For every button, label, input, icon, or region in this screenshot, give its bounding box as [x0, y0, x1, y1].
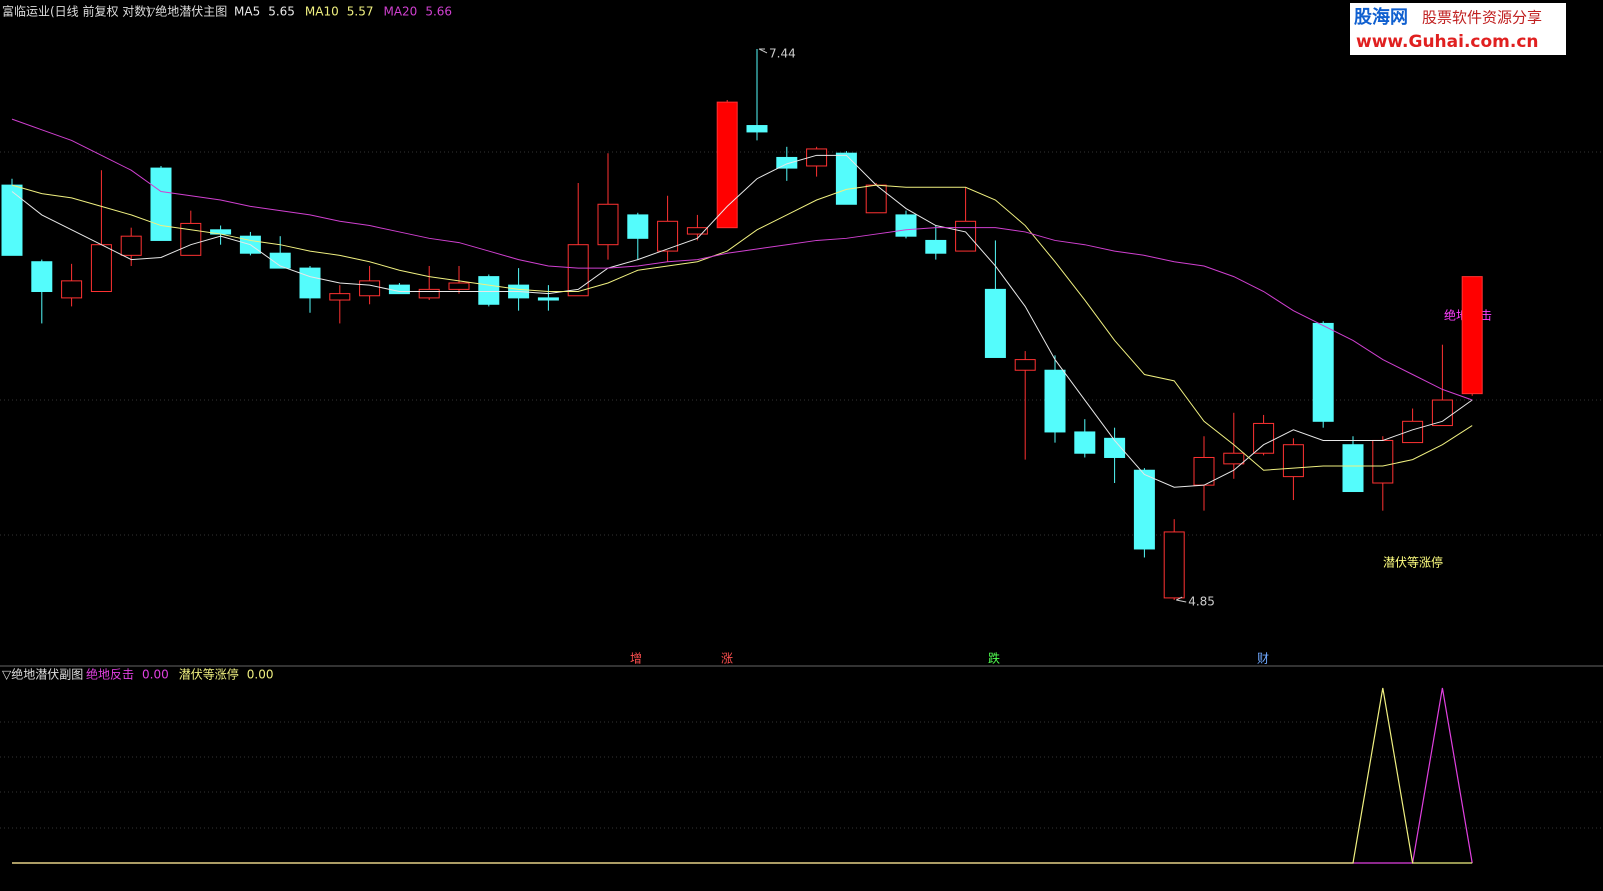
candle-body — [1461, 276, 1483, 395]
candle-body — [150, 167, 172, 241]
marker: 增 — [630, 652, 642, 666]
candle-body — [686, 227, 708, 235]
indicator-line — [12, 687, 1473, 864]
candle-body — [120, 235, 142, 256]
legend-name: MA10 — [305, 5, 339, 19]
watermark: 股海网 股票软件资源分享 www.Guhai.com.cn — [1350, 3, 1566, 55]
candle-body — [537, 297, 559, 301]
candle-body — [955, 220, 977, 252]
watermark-title: 股海网 — [1353, 6, 1408, 28]
candle-body — [567, 244, 589, 297]
candle-body — [1074, 431, 1096, 454]
candle-body — [776, 156, 798, 169]
legend-name: MA20 — [383, 5, 417, 19]
candle-body — [1014, 359, 1036, 371]
candle-body — [31, 261, 53, 293]
watermark-box — [1350, 3, 1566, 55]
candle-body — [388, 284, 410, 295]
candle-body — [1104, 437, 1126, 458]
candle-body — [269, 252, 291, 269]
candle-body — [1133, 469, 1155, 550]
legend-value: 0.00 — [142, 668, 169, 682]
legend-value: 5.66 — [425, 5, 452, 19]
candle-body — [418, 288, 440, 299]
label-arrow — [1175, 596, 1187, 603]
candle-body — [1431, 399, 1453, 427]
candle-body — [895, 214, 917, 237]
watermark-url: www.Guhai.com.cn — [1356, 32, 1539, 52]
ma-line — [11, 184, 1473, 471]
candle-body — [716, 101, 738, 229]
candle-body — [359, 280, 381, 297]
candle-body — [1282, 444, 1304, 478]
candle-body — [984, 288, 1006, 358]
high-label: 7.44 — [769, 46, 796, 60]
marker: 财 — [1257, 652, 1269, 666]
legend-value: 5.65 — [268, 5, 295, 19]
candle-body — [180, 222, 202, 256]
candle-body — [90, 244, 112, 293]
marker: 跌 — [988, 651, 1000, 666]
chart-title: 富临运业(日线 前复权 对数) — [2, 4, 151, 19]
candle-body — [627, 214, 649, 239]
candle-body — [1, 184, 23, 256]
ma-line — [11, 154, 1473, 488]
candle-body — [1402, 420, 1424, 444]
indicator-title: ▽绝地潜伏主图 — [146, 4, 227, 19]
watermark-subtitle: 股票软件资源分享 — [1422, 9, 1542, 27]
candle-body — [61, 280, 83, 299]
candle-body — [806, 148, 828, 167]
candle-body — [1193, 456, 1215, 486]
candle-body — [299, 267, 321, 299]
candle-body — [1342, 444, 1364, 493]
candle-body — [1253, 422, 1275, 454]
indicator-line — [12, 687, 1473, 864]
marker: 涨 — [721, 651, 733, 666]
legend-name: 潜伏等涨停 — [179, 667, 239, 682]
candle-body — [925, 239, 947, 254]
label-arrow — [758, 48, 768, 54]
candle-body — [329, 293, 351, 301]
legend-value: 0.00 — [247, 668, 274, 682]
candle-body — [1372, 439, 1394, 484]
candle-body — [657, 220, 679, 252]
legend-name: MA5 — [234, 5, 260, 19]
annotation: 潜伏等涨停 — [1383, 555, 1443, 570]
candle-body — [478, 276, 500, 305]
candle-body — [1223, 452, 1245, 465]
candle-body — [1163, 531, 1185, 599]
low-label: 4.85 — [1188, 595, 1215, 609]
legend-name: 绝地反击 — [86, 667, 134, 682]
candle-body — [448, 282, 470, 290]
legend-value: 5.57 — [347, 5, 374, 19]
candle-body — [746, 125, 768, 133]
ma-line — [11, 118, 1473, 401]
candle-body — [835, 152, 857, 205]
candle-body — [1044, 369, 1066, 433]
sub-indicator-title: ▽绝地潜伏副图 — [2, 667, 83, 682]
candle-body — [597, 203, 619, 246]
candle-body — [1312, 322, 1334, 422]
candle-body — [865, 184, 887, 214]
